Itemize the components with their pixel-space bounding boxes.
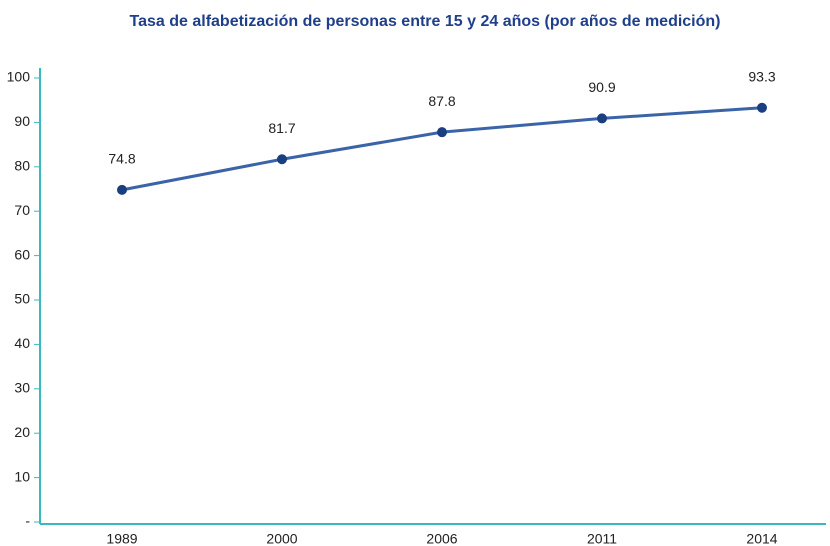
data-label: 81.7 [268,120,295,136]
marker [597,113,607,124]
marker [757,102,767,113]
y-tick-label: 70 [14,202,30,218]
x-tick-label: 2014 [746,531,777,546]
data-label: 90.9 [588,79,615,95]
y-tick-label: 20 [14,424,30,440]
y-tick-label: 40 [14,335,30,351]
data-label: 74.8 [108,151,135,167]
line [121,106,763,192]
y-tick-label: 90 [14,113,30,129]
marker [277,154,287,165]
data-label: 93.3 [748,68,775,84]
x-tick-label: 1989 [106,531,137,546]
y-tick-label: 100 [7,69,31,85]
x-tick-label: 2006 [426,531,457,546]
y-tick-label: - [25,513,30,529]
y-tick-label: 30 [14,380,30,396]
x-tick-label: 2000 [266,531,297,546]
x-tick-label: 2011 [587,531,617,546]
y-tick-label: 80 [14,158,30,174]
y-tick-label: 50 [14,291,30,307]
marker [117,184,127,195]
y-tick-label: 10 [14,468,30,484]
chart-title: Tasa de alfabetización de personas entre… [130,13,721,30]
data-label: 87.8 [428,93,455,109]
y-tick-label: 60 [14,246,30,262]
marker [437,127,447,138]
